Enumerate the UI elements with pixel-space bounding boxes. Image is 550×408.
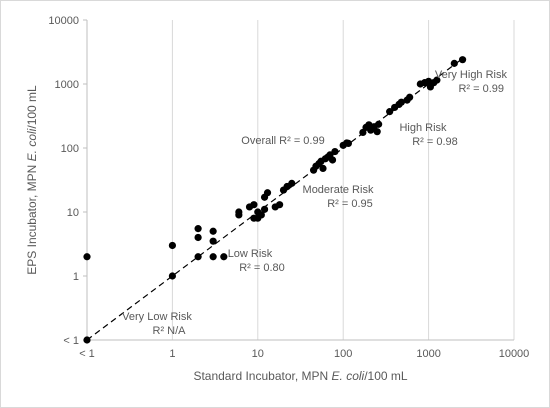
data-point (209, 227, 217, 235)
y-tick-label: 100 (61, 143, 79, 155)
x-tick-label: < 1 (79, 348, 95, 360)
data-point (276, 201, 284, 209)
x-tick-label: 10000 (499, 348, 530, 360)
y-tick-label: 1000 (55, 79, 79, 91)
x-tick-label: 1 (169, 348, 175, 360)
risk-annotation: Very Low Risk R² N/A (122, 311, 192, 337)
data-point (386, 108, 394, 116)
data-point (458, 56, 467, 64)
data-point (257, 211, 265, 219)
data-point (235, 208, 243, 216)
data-point (260, 205, 269, 213)
data-point (331, 147, 339, 156)
y-tick-label: 10 (67, 207, 79, 219)
risk-annotation: Very High Risk R² = 0.99 (435, 69, 508, 95)
data-point (328, 156, 337, 164)
data-point (194, 225, 202, 233)
y-axis-title: EPS Incubator, MPN E. coli/100 mL (25, 85, 39, 275)
data-point (83, 336, 91, 344)
risk-annotation: Low Risk R² = 0.80 (228, 248, 285, 274)
y-tick-label: < 1 (63, 335, 79, 347)
data-point (344, 139, 352, 147)
data-point (168, 272, 176, 280)
y-tick-label: 1 (73, 271, 79, 283)
data-point (168, 241, 176, 250)
data-point (209, 253, 217, 261)
x-tick-label: 100 (334, 348, 352, 360)
data-point (220, 253, 228, 261)
data-point (375, 120, 383, 128)
data-point (194, 253, 202, 261)
data-point (209, 237, 217, 245)
x-axis-title: Standard Incubator, MPN E. coli/100 mL (193, 369, 407, 383)
data-point (450, 59, 458, 67)
data-point (250, 201, 258, 209)
data-point (83, 253, 91, 261)
data-point (397, 98, 405, 106)
y-tick-label: 10000 (48, 15, 79, 27)
data-point (373, 128, 381, 136)
data-point (263, 189, 272, 197)
x-tick-label: 1000 (416, 348, 440, 360)
data-point (288, 179, 296, 187)
risk-annotation: Moderate Risk R² = 0.95 (303, 184, 374, 210)
data-point (319, 164, 327, 173)
risk-annotation: Overall R² = 0.99 (241, 135, 324, 147)
data-point (406, 93, 414, 101)
data-point (433, 76, 441, 84)
x-tick-label: 10 (252, 348, 264, 360)
risk-annotation: High Risk R² = 0.98 (399, 122, 457, 148)
data-point (194, 233, 202, 242)
